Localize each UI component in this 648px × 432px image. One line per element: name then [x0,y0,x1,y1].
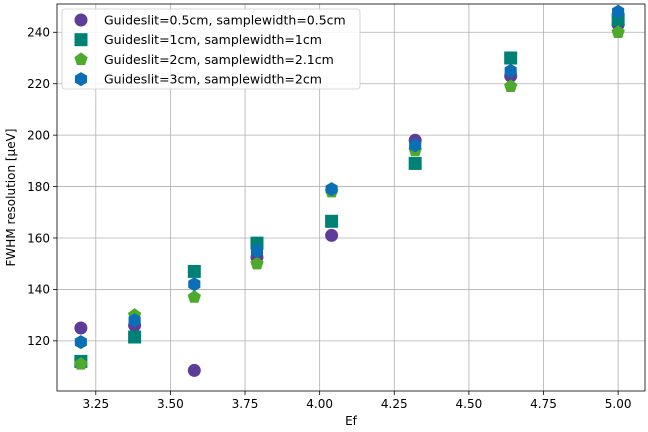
plot-area [56,3,646,392]
data-point [187,363,201,377]
legend: Guideslit=0.5cm, samplewidth=0.5cm Guides… [61,8,361,90]
data-point [504,63,517,78]
data-point [408,156,422,170]
y-tick-label: 200 [27,128,50,142]
x-tick-label: 4.25 [381,397,408,411]
x-tick-label: 3.25 [82,397,109,411]
data-point [325,182,338,197]
x-tick-label: 5.00 [605,397,632,411]
y-tick-label: 120 [27,334,50,348]
x-axis-label: Ef [345,414,358,428]
legend-entry-label: Guideslit=3cm, samplewidth=2cm [104,72,322,87]
data-point [325,228,339,242]
data-point [409,138,422,153]
data-point [325,214,339,228]
y-tick-label: 180 [27,180,50,194]
legend-entry-label: Guideslit=0.5cm, samplewidth=0.5cm [104,13,346,28]
x-tick-label: 3.75 [232,397,259,411]
y-tick-label: 140 [27,283,50,297]
data-point [250,256,264,270]
data-point [74,335,87,350]
x-tick-label: 3.50 [157,397,184,411]
y-axis-label: FWHM resolution [μeV] [4,129,18,267]
data-point [187,264,201,278]
x-tick-label: 4.50 [456,397,483,411]
x-tick-label: 4.75 [530,397,557,411]
y-tick-label: 240 [27,26,50,40]
data-point [504,79,518,92]
data-point [504,51,518,65]
data-point [128,313,141,328]
legend-marker [74,33,88,47]
x-axis: 3.25 3.50 3.75 4.00 4.25 4.50 4.75 5.00 [82,391,631,411]
data-point [128,330,142,344]
data-point [187,290,201,303]
legend-box [61,8,361,90]
data-point [74,357,88,370]
data-point [612,4,625,19]
legend-marker [74,13,88,27]
legend-entry-label: Guideslit=2cm, samplewidth=2.1cm [104,52,334,67]
data-points [74,4,625,377]
y-tick-label: 220 [27,77,50,91]
data-point [250,243,264,258]
data-point [611,25,625,38]
series-4 [74,4,625,350]
x-tick-label: 4.00 [306,397,333,411]
data-point [74,321,88,335]
y-tick-label: 160 [27,231,50,245]
data-point [188,277,201,292]
y-axis: 120 140 160 180 200 220 240 [27,26,57,348]
legend-entry-label: Guideslit=1cm, samplewidth=1cm [104,32,322,47]
legend-marker [74,52,88,66]
legend-marker [74,72,88,87]
